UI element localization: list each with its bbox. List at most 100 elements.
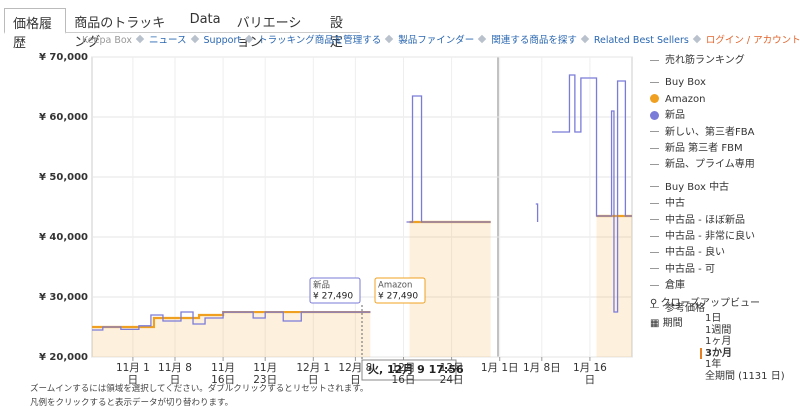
legend-icon [650, 268, 659, 270]
x-tick-label: 11月 16日 [211, 362, 236, 386]
x-tick-label: 1月 1日 [480, 362, 519, 374]
legend-icon [650, 251, 659, 253]
tooltip-value: ¥ 27,490 [313, 292, 353, 302]
legend-item[interactable]: Buy Box 中古 [650, 180, 755, 196]
crosshair-box [361, 359, 457, 381]
x-tick-label: 1月 16日 [572, 362, 607, 386]
tooltip-box [374, 277, 426, 304]
crosshair-label: 火, 12月 9 17:56 [368, 363, 464, 376]
legend-label: 新品 [665, 110, 685, 122]
plot-layer [92, 56, 632, 358]
nav-link[interactable]: Keepa Box [82, 35, 132, 46]
price-line [92, 74, 632, 331]
legend-label: 新品 第三者 FBM [665, 143, 743, 155]
nav-link[interactable]: 製品ファインダー [398, 35, 475, 46]
legend-item[interactable]: 中古品 - 可 [650, 262, 755, 278]
x-tick-label: 12月 8日 [338, 362, 373, 386]
x-tick-label: 11月 23日 [253, 362, 278, 386]
x-tick-label: 11月 1日 [115, 362, 150, 386]
legend-label: 中古品 - 非常に良い [665, 231, 755, 243]
legend-item[interactable]: 新品 [650, 108, 755, 124]
annotation: 凡例をクリックすると表示データが切り替わります。 [30, 398, 234, 408]
legend-icon [650, 307, 659, 309]
legend-label: Buy Box 中古 [665, 181, 730, 193]
legend-label: 中古 [665, 198, 685, 210]
legend-icon [650, 186, 659, 188]
closeup-toggle[interactable]: ⚲ クローズアップビュー [650, 298, 761, 309]
closeup-label: クローズアップビュー [660, 298, 761, 309]
range-option[interactable]: 1ヶ月 [705, 336, 732, 347]
legend-label: Amazon [665, 93, 706, 105]
x-tick-label: 1月 8日 [522, 362, 561, 374]
period-label: 期間 [662, 318, 683, 329]
legend-label: 倉庫 [665, 280, 685, 292]
tooltip-box [309, 277, 361, 304]
tab[interactable]: Data [189, 12, 221, 27]
price-area [92, 216, 632, 357]
y-tick-label: ¥ 70,000 [39, 52, 88, 63]
x-tick-label: 12月 16日 [391, 362, 416, 386]
annotation: ズームインするには領域を選択してください。ダブルクリックするとリセットされます。 [30, 384, 369, 394]
legend-icon [650, 94, 659, 104]
nav-link[interactable]: ニュース [148, 35, 187, 46]
legend-label: 中古品 - 可 [665, 263, 715, 275]
x-tick-label: 12月 1日 [296, 362, 331, 386]
range-option[interactable]: 1週間 [705, 324, 732, 336]
legend-label: 新品、プライム専用 [665, 159, 755, 171]
legend-item[interactable]: 中古 [650, 196, 755, 212]
legend-item[interactable]: 新しい、第三者FBA [650, 125, 755, 141]
period-row: ▦ 期間 [650, 318, 683, 329]
legend-item[interactable]: 中古品 - 非常に良い [650, 229, 755, 245]
legend-item[interactable]: Amazon [650, 92, 755, 108]
nav-link[interactable]: ログイン / アカウントの登録 [705, 35, 800, 46]
legend-item[interactable]: 新品、プライム専用 [650, 157, 755, 173]
y-tick-label: ¥ 40,000 [39, 232, 88, 243]
legend-label: 参考価格 [665, 302, 705, 314]
range-option[interactable]: 1日 [705, 313, 722, 324]
tooltip-name: 新品 [313, 281, 330, 291]
legend-item[interactable]: Buy Box [650, 75, 755, 91]
legend-icon [650, 110, 659, 120]
nav-link[interactable]: 関連する商品を探す [491, 35, 577, 46]
legend-icon [650, 147, 659, 149]
nav-link[interactable]: Related Best Sellers [593, 35, 689, 46]
legend-label: 中古品 - 良い [665, 247, 725, 259]
legend-icon [650, 163, 659, 165]
legend-label: 新しい、第三者FBA [665, 126, 755, 138]
y-tick-label: ¥ 30,000 [39, 292, 88, 303]
range-list: 1日 1週間 1ヶ月 3か月 1年 全期間 (1131 日) [700, 313, 785, 382]
side-panel: ⚲ クローズアップビュー ▦ 期間 [650, 294, 760, 329]
link-bar: Keepa Box ニュース Support トラッキング商品を管理する 製品ファインダ… [82, 32, 800, 46]
range-option[interactable]: 1年 [705, 359, 722, 370]
tab[interactable]: 設定 [329, 16, 343, 50]
y-tick-label: ¥ 60,000 [39, 112, 88, 123]
legend-label: 中古品 - ほぼ新品 [665, 214, 745, 226]
legend-item[interactable]: 売れ筋ランキング [650, 53, 755, 69]
legend-icon [650, 219, 659, 221]
tooltip-name: Amazon [378, 281, 412, 291]
legend-item[interactable]: 参考価格 [650, 301, 755, 317]
range-option[interactable]: 全期間 (1131 日) [705, 370, 785, 382]
legend-label: Buy Box [665, 77, 706, 89]
legend-label: 売れ筋ランキング [665, 55, 745, 66]
tab[interactable]: 価格履歴 [4, 8, 67, 51]
legend-icon [650, 202, 659, 204]
tab[interactable]: 商品のトラッキング [74, 16, 166, 50]
nav-link[interactable]: トラッキング商品を管理する [258, 35, 382, 46]
y-tick-label: ¥ 50,000 [39, 172, 88, 183]
range-option[interactable]: 3か月 [700, 347, 785, 359]
x-tick-label: 11月 8日 [158, 362, 192, 386]
y-tick-label: ¥ 20,000 [39, 352, 88, 363]
legend-item[interactable]: 新品 第三者 FBM [650, 141, 755, 157]
legend-item[interactable]: 中古品 - 良い [650, 245, 755, 261]
legend: 売れ筋ランキング Buy Box Amazon 新品新しい、第三者FBA 新品 第三者 … [650, 53, 755, 317]
legend-icon [650, 131, 659, 133]
legend-icon [650, 284, 659, 286]
legend-icon [650, 59, 659, 61]
legend-item[interactable]: 中古品 - ほぼ新品 [650, 213, 755, 229]
tab-bar: 価格履歴 商品のトラッキング Data バリエーション 設定 [4, 8, 360, 51]
legend-item[interactable]: 倉庫 [650, 278, 755, 294]
nav-link[interactable]: Support [203, 35, 242, 46]
